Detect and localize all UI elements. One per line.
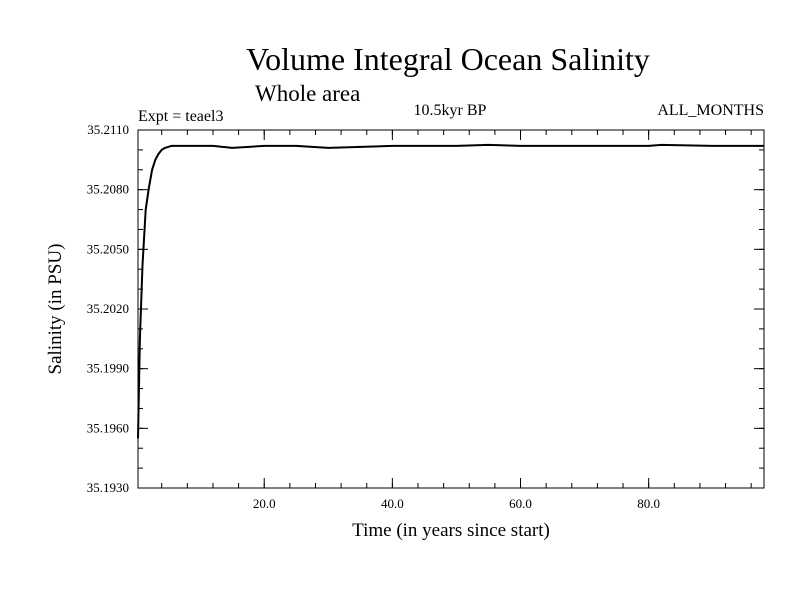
x-tick-label: 20.0	[253, 496, 276, 511]
y-tick-label: 35.1960	[87, 420, 129, 435]
x-tick-label: 40.0	[381, 496, 404, 511]
plot-frame	[137, 129, 765, 489]
chart-subtitle: Whole area	[255, 81, 360, 106]
x-tick-label: 60.0	[509, 496, 532, 511]
period-label: 10.5kyr BP	[414, 102, 487, 119]
series-layer	[137, 143, 764, 439]
y-axis-title: Salinity (in PSU)	[45, 244, 66, 375]
y-tick-label: 35.2050	[87, 241, 129, 256]
y-tick-label: 35.2020	[87, 301, 129, 316]
chart-title: Volume Integral Ocean Salinity	[246, 41, 650, 77]
axis-ticks: 20.0 40.0 60.0 80.0 35.1930 35.1960 35.1990 35.…	[87, 122, 764, 511]
series-line-salinity	[137, 143, 764, 439]
x-tick-label: 80.0	[637, 496, 660, 511]
months-label: ALL_MONTHS	[657, 102, 764, 119]
y-tick-label: 35.1930	[87, 480, 129, 495]
y-tick-label: 35.2110	[87, 122, 129, 137]
experiment-label: Expt = teael3	[138, 108, 223, 125]
y-tick-label: 35.1990	[87, 361, 129, 376]
y-tick-label: 35.2080	[87, 182, 129, 197]
x-axis-title: Time (in years since start)	[352, 520, 550, 541]
